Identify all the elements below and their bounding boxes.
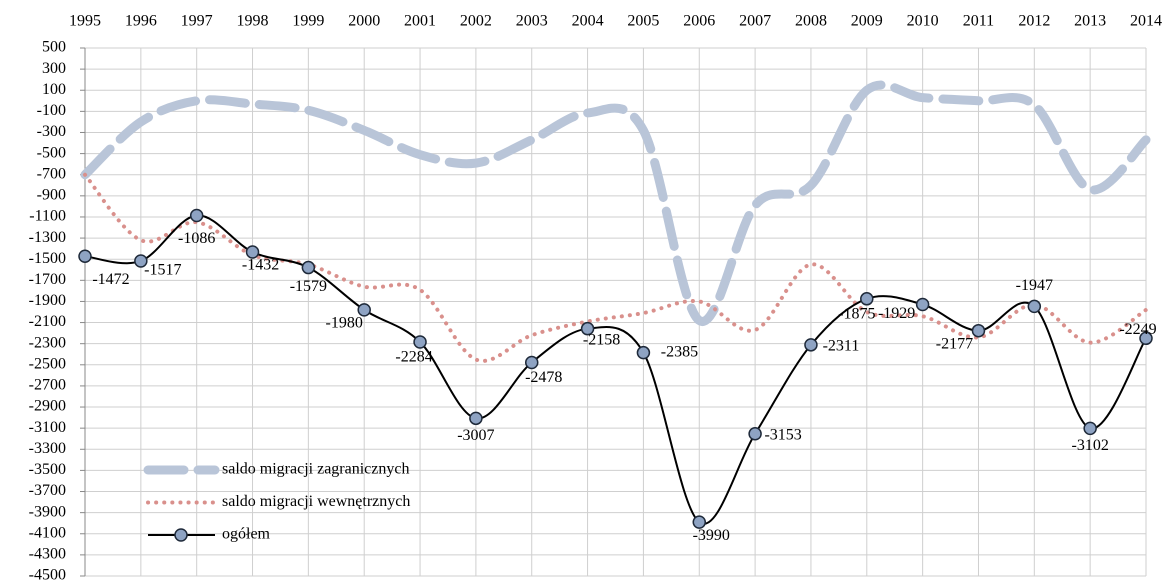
y-tick-label: -100	[37, 102, 66, 119]
x-tick-label: 2011	[963, 13, 994, 30]
y-tick-label: -2700	[29, 377, 66, 394]
point-marker	[1139, 331, 1153, 346]
y-tick-label: -1700	[29, 271, 66, 288]
y-tick-label: -3700	[29, 482, 66, 499]
data-label: -3102	[1071, 437, 1108, 454]
legend-marker	[174, 528, 188, 542]
data-label: -1947	[1016, 277, 1053, 294]
data-label: -1432	[242, 257, 279, 274]
y-tick-label: -2900	[29, 398, 66, 415]
y-tick-label: 100	[42, 81, 66, 98]
legend-label: saldo migracji zagranicznych	[222, 461, 409, 478]
point-marker	[1027, 299, 1042, 314]
x-tick-label: 2013	[1074, 13, 1106, 30]
point-marker	[469, 411, 483, 426]
legend-label: saldo migracji wewnętrznych	[222, 493, 410, 510]
x-tick-label: 2007	[739, 13, 771, 30]
x-tick-label: 2001	[404, 13, 436, 30]
y-tick-label: -300	[37, 123, 66, 140]
point-marker	[1083, 421, 1097, 436]
data-label: -2249	[1119, 321, 1156, 338]
point-marker	[301, 260, 316, 275]
x-tick-label: 2009	[851, 13, 883, 30]
x-tick-label: 2014	[1130, 13, 1162, 30]
data-label: -2478	[525, 369, 562, 386]
data-label: -1875	[838, 305, 875, 322]
data-label: -3007	[457, 427, 494, 444]
y-tick-label: -900	[37, 187, 66, 204]
y-tick-label: -1300	[29, 229, 66, 246]
x-tick-label: 2002	[460, 13, 492, 30]
point-marker	[748, 427, 762, 441]
x-tick-label: 2010	[907, 13, 939, 30]
x-tick-label: 2005	[627, 13, 659, 30]
x-tick-label: 2004	[572, 13, 604, 30]
y-tick-label: -2100	[29, 313, 66, 330]
point-marker	[860, 292, 874, 306]
point-marker	[357, 303, 371, 317]
y-tick-label: -4100	[29, 524, 66, 541]
y-tick-label: 500	[42, 39, 66, 56]
point-marker	[524, 355, 539, 370]
y-tick-label: -4500	[29, 567, 66, 584]
point-marker	[804, 338, 818, 352]
y-tick-label: -1500	[29, 250, 66, 267]
x-tick-label: 2008	[795, 13, 827, 30]
data-label: -2284	[395, 349, 432, 366]
y-tick-label: -700	[37, 165, 66, 182]
series-line	[84, 214, 1147, 525]
legend-label: ogółem	[222, 526, 271, 543]
series-line	[80, 80, 1151, 326]
x-tick-label: 1996	[125, 13, 157, 30]
y-tick-label: -1100	[29, 208, 66, 225]
x-tick-label: 1998	[237, 13, 269, 30]
point-marker	[189, 208, 204, 223]
data-label: -1086	[178, 230, 215, 247]
x-tick-label: 2012	[1018, 13, 1050, 30]
data-label: -2158	[583, 331, 620, 348]
point-marker	[971, 323, 986, 338]
data-label: -1980	[326, 315, 363, 332]
point-marker	[134, 254, 148, 268]
x-tick-label: 2006	[683, 13, 715, 30]
data-label: -1579	[290, 278, 327, 295]
data-label: -1517	[144, 262, 181, 279]
y-tick-label: -4300	[29, 546, 66, 563]
data-label: -2385	[661, 343, 698, 360]
data-label: -1929	[878, 305, 915, 322]
data-label: -2177	[936, 335, 973, 352]
y-tick-label: -3900	[29, 503, 66, 520]
x-tick-label: 1999	[292, 13, 324, 30]
y-tick-label: -2500	[29, 355, 66, 372]
x-tick-label: 2003	[516, 13, 548, 30]
y-tick-label: -3300	[29, 440, 66, 457]
x-tick-label: 1995	[69, 13, 101, 30]
point-marker	[580, 321, 595, 336]
data-label: -1472	[92, 271, 129, 288]
point-marker	[636, 345, 651, 360]
point-marker	[915, 297, 930, 312]
y-tick-label: -500	[37, 144, 66, 161]
data-label: -3153	[764, 426, 801, 443]
y-tick-label: -2300	[29, 334, 66, 351]
x-tick-label: 1997	[181, 13, 213, 30]
y-tick-label: -3500	[29, 461, 66, 478]
y-tick-label: 300	[42, 60, 66, 77]
x-tick-label: 2000	[348, 13, 380, 30]
y-tick-label: -3100	[29, 419, 66, 436]
data-label: -3990	[693, 527, 730, 544]
data-label: -2311	[823, 338, 860, 355]
point-marker	[78, 249, 92, 263]
y-tick-label: -1900	[29, 292, 66, 309]
point-marker	[245, 245, 260, 259]
point-marker	[692, 515, 707, 529]
point-marker	[413, 335, 427, 349]
